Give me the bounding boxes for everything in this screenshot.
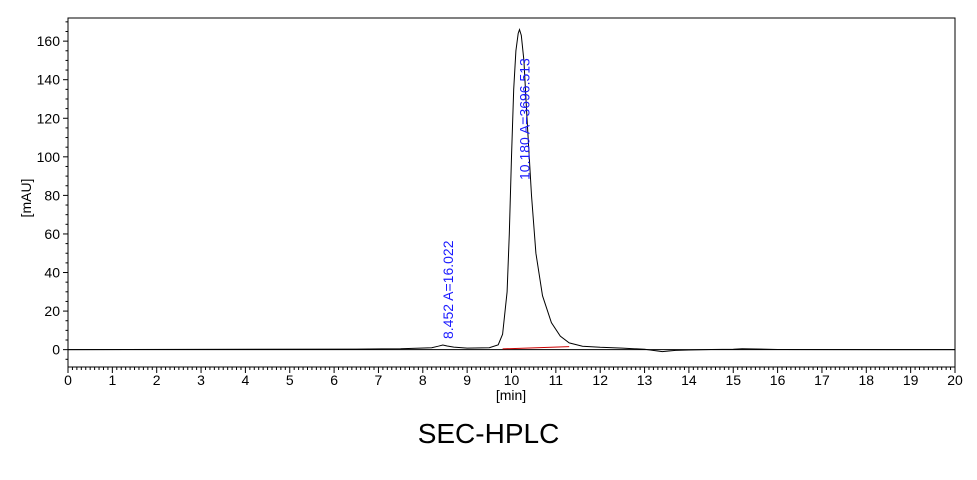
y-axis-title: [mAU]	[18, 179, 34, 218]
chart-caption: SEC-HPLC	[417, 418, 560, 449]
peak-labels: 8.452 A=16.022 10.180 A=3696.513	[440, 58, 533, 339]
chromatogram-trace	[67, 27, 956, 353]
x-tick-label: 17	[814, 372, 830, 388]
x-axis-title: [min]	[496, 387, 526, 403]
x-tick-label: 2	[153, 372, 161, 388]
x-tick-label: 19	[903, 372, 919, 388]
y-tick-label: 80	[44, 187, 60, 203]
y-axis-ticks: 0 20 40 60 80 100 120 140 160	[37, 21, 68, 360]
y-tick-label: 100	[37, 149, 61, 165]
plot-frame	[67, 17, 956, 368]
x-tick-label: 10	[504, 372, 520, 388]
x-tick-label: 6	[330, 372, 338, 388]
y-tick-label: 120	[37, 110, 61, 126]
x-tick-label: 13	[637, 372, 653, 388]
x-tick-label: 1	[108, 372, 116, 388]
peak-label: 10.180 A=3696.513	[517, 58, 533, 180]
x-tick-label: 20	[947, 372, 963, 388]
y-tick-label: 40	[44, 265, 60, 281]
x-tick-label: 4	[242, 372, 250, 388]
y-tick-label: 20	[44, 303, 60, 319]
x-tick-label: 8	[419, 372, 427, 388]
y-tick-label: 160	[37, 33, 61, 49]
x-tick-label: 9	[463, 372, 471, 388]
x-tick-label: 18	[859, 372, 875, 388]
x-tick-label: 7	[375, 372, 383, 388]
x-tick-label: 11	[549, 372, 564, 388]
x-tick-label: 12	[592, 372, 608, 388]
x-tick-label: 16	[770, 372, 786, 388]
y-tick-label: 60	[44, 226, 60, 242]
y-tick-label: 140	[37, 72, 61, 88]
baseline-fit-line	[502, 346, 570, 350]
x-tick-label: 5	[286, 372, 294, 388]
y-tick-label: 0	[52, 342, 60, 358]
x-axis-ticks: 0 1 2 3 4 5 6 7 8 9 10 11 12 13 14 15 16 17 18 19 20	[64, 367, 963, 388]
x-tick-label: 15	[725, 372, 741, 388]
peak-label: 8.452 A=16.022	[440, 240, 456, 339]
x-tick-label: 3	[197, 372, 205, 388]
x-tick-label: 0	[64, 372, 72, 388]
x-tick-label: 14	[681, 372, 697, 388]
